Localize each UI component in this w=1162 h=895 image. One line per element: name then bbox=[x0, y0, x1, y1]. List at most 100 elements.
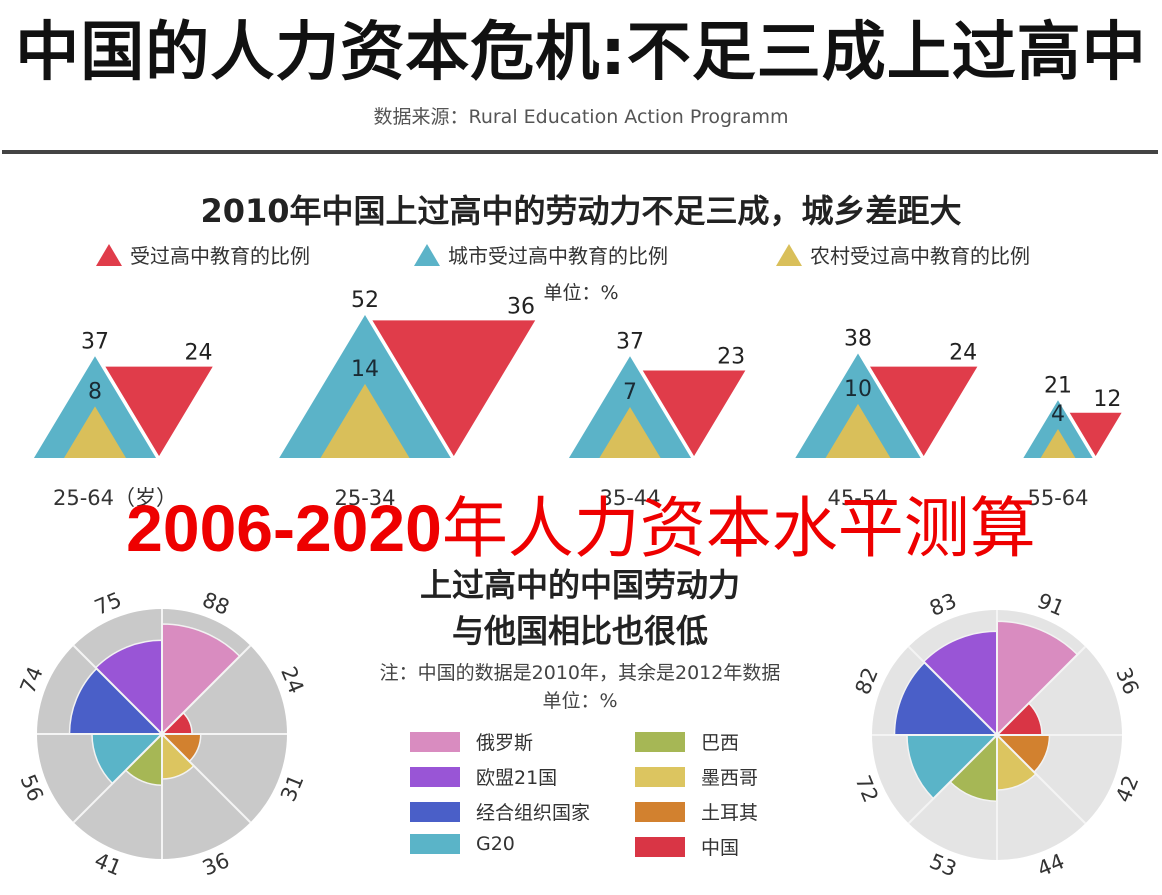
triangle-group: 37 24 8 25-64（岁） bbox=[33, 329, 217, 510]
legend-item-brazil: 巴西 bbox=[635, 728, 739, 755]
polar-gridline bbox=[161, 733, 252, 824]
brazil-swatch bbox=[635, 731, 685, 752]
legend-label: 俄罗斯 bbox=[476, 732, 534, 754]
polar-value-label: 83 bbox=[926, 589, 960, 621]
section2-title-line1: 上过高中的中国劳动力 bbox=[419, 566, 740, 604]
polar-value-label: 44 bbox=[1034, 849, 1068, 881]
polar-gridline bbox=[72, 733, 163, 824]
polar-value-label: 24 bbox=[276, 663, 308, 697]
polar-chart-right: 91 36 42 44 53 72 82 83 bbox=[851, 589, 1144, 882]
legend-item-mexico: 墨西哥 bbox=[635, 763, 758, 790]
data-source: 数据来源：Rural Education Action Programm bbox=[373, 106, 789, 128]
polar-value-label: 36 bbox=[1111, 664, 1143, 698]
triangle-group: 37 23 7 35-44 bbox=[568, 329, 749, 510]
rural-triangle bbox=[825, 403, 891, 458]
legend-item-urban: 城市受过高中教育的比例 bbox=[414, 240, 668, 269]
polar-gridline bbox=[996, 645, 1087, 736]
legend-label: 受过高中教育的比例 bbox=[130, 244, 310, 268]
triangle-group: 38 24 10 45-54 bbox=[795, 327, 981, 510]
urban-value-label: 21 bbox=[1044, 373, 1072, 398]
urban-value-label: 38 bbox=[844, 327, 872, 352]
legend-label: 欧盟21国 bbox=[476, 767, 558, 789]
polar-value-label: 42 bbox=[1111, 772, 1143, 806]
rural-value-label: 4 bbox=[1051, 402, 1065, 427]
section1-unit: 单位：% bbox=[543, 282, 619, 304]
polar-wedge bbox=[922, 630, 998, 737]
age-group-label: 55-64 bbox=[1027, 486, 1088, 510]
legend-item-china: 中国 bbox=[635, 833, 739, 860]
overall-triangle bbox=[368, 318, 539, 460]
russia-swatch bbox=[410, 731, 460, 752]
polar-wedge bbox=[161, 623, 241, 736]
polar-wedge bbox=[906, 734, 999, 800]
urban-value-label: 52 bbox=[351, 288, 379, 313]
section2-note: 注：中国的数据是2010年，其余是2012年数据 bbox=[379, 662, 781, 684]
rural-value-label: 14 bbox=[351, 357, 379, 382]
overall-triangle bbox=[639, 368, 749, 460]
overall-value-label: 24 bbox=[184, 341, 212, 366]
eu21-swatch bbox=[410, 766, 460, 787]
triangle-group: 21 12 4 55-64 bbox=[1023, 373, 1126, 510]
legend-item-eu21: 欧盟21国 bbox=[410, 763, 557, 790]
age-group-label: 25-34 bbox=[334, 486, 395, 510]
polar-value-label: 75 bbox=[91, 588, 125, 620]
polar-gridline bbox=[907, 645, 998, 736]
polar-gridline bbox=[996, 734, 1087, 825]
yellow-triangle-icon bbox=[776, 243, 802, 266]
age-group-label: 25-64（岁） bbox=[53, 486, 177, 510]
triangle-group: 52 36 14 25-34 bbox=[279, 288, 539, 510]
overall-triangle bbox=[1066, 410, 1126, 460]
polar-chart-left: 88 24 31 36 41 56 74 75 bbox=[16, 588, 309, 881]
age-group-label: 45-54 bbox=[827, 486, 888, 510]
overlay-title: 2006-2020年人力资本水平测算 bbox=[0, 488, 1162, 569]
polar-gridline bbox=[161, 644, 252, 735]
header-divider bbox=[2, 150, 1158, 154]
legend-item-rural: 农村受过高中教育的比例 bbox=[776, 240, 1030, 269]
overlay-title-text: 年人力资本水平测算 bbox=[441, 490, 1036, 567]
polar-wedge bbox=[893, 661, 999, 736]
legend-label: 城市受过高中教育的比例 bbox=[448, 244, 668, 268]
section2-title-line2: 与他国相比也很低 bbox=[451, 612, 708, 650]
mexico-swatch bbox=[635, 766, 685, 787]
urban-value-label: 37 bbox=[81, 329, 109, 354]
rural-value-label: 8 bbox=[88, 379, 102, 404]
age-group-label: 35-44 bbox=[599, 486, 660, 510]
rural-value-label: 10 bbox=[844, 377, 872, 402]
legend-item-turkey: 土耳其 bbox=[635, 798, 758, 825]
main-title: 中国的人力资本危机:不足三成上过高中 bbox=[15, 16, 1147, 90]
polar-wedge bbox=[996, 620, 1079, 737]
overall-value-label: 36 bbox=[507, 294, 535, 319]
overall-value-label: 24 bbox=[949, 341, 977, 366]
polar-wedge bbox=[94, 639, 163, 736]
legend-label: 农村受过高中教育的比例 bbox=[810, 244, 1030, 268]
legend-label: 中国 bbox=[701, 837, 740, 859]
polar-value-label: 72 bbox=[851, 772, 883, 806]
section2-unit: 单位：% bbox=[542, 690, 618, 712]
blue-triangle-icon bbox=[414, 243, 440, 266]
legend-label: 巴西 bbox=[701, 732, 740, 754]
polar-wedge bbox=[68, 667, 164, 735]
legend-label: 土耳其 bbox=[701, 802, 759, 824]
rural-triangle bbox=[320, 383, 410, 458]
triangle-chart: 37 24 8 25-64（岁） 52 36 14 25-34 37 23 7 35-44 38 24 10… bbox=[33, 288, 1126, 510]
rural-triangle bbox=[599, 406, 661, 458]
polar-value-label: 82 bbox=[851, 664, 883, 698]
g20-swatch bbox=[410, 834, 460, 854]
polar-value-label: 36 bbox=[199, 848, 233, 880]
section2-legend: 俄罗斯 欧盟21国 经合组织国家 G20 巴西 墨西哥 土耳其 中国 bbox=[410, 728, 790, 868]
overlay-title-years: 2006-2020 bbox=[126, 491, 442, 565]
legend-item-oecd: 经合组织国家 bbox=[410, 798, 590, 825]
china-swatch bbox=[635, 836, 685, 857]
oecd-swatch bbox=[410, 801, 460, 822]
rural-triangle bbox=[1040, 429, 1076, 458]
red-triangle-icon bbox=[96, 243, 122, 266]
overall-triangle bbox=[866, 364, 981, 460]
overall-triangle bbox=[101, 364, 217, 460]
urban-value-label: 37 bbox=[616, 329, 644, 354]
overall-value-label: 23 bbox=[717, 344, 745, 369]
legend-item-g20: G20 bbox=[410, 833, 515, 855]
overall-value-label: 12 bbox=[1093, 387, 1121, 412]
polar-value-label: 31 bbox=[276, 771, 308, 805]
polar-gridline bbox=[72, 644, 163, 735]
rural-value-label: 7 bbox=[623, 380, 637, 405]
